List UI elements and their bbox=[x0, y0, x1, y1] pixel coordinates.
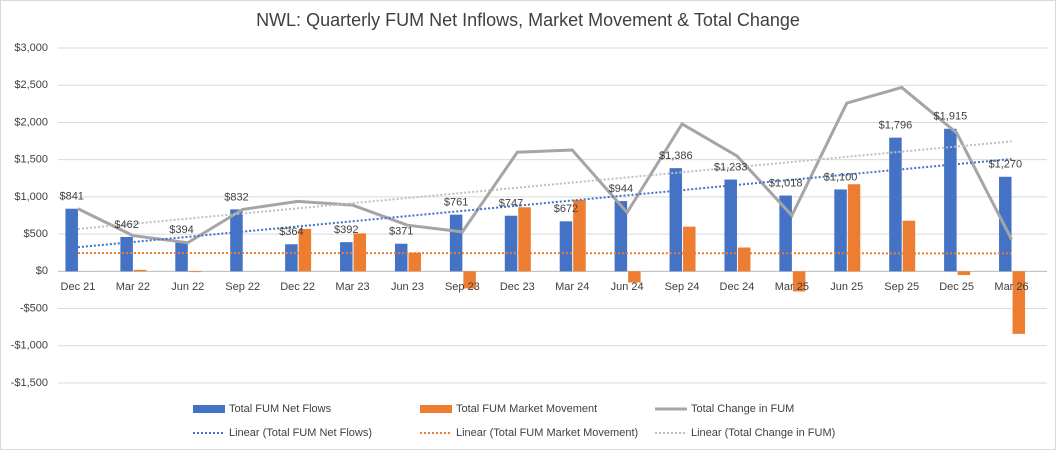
x-tick-label: Sep 23 bbox=[445, 281, 480, 293]
bar bbox=[133, 269, 147, 272]
bar bbox=[65, 208, 78, 272]
x-tick-label: Dec 24 bbox=[720, 281, 755, 293]
data-label: $1,270 bbox=[988, 159, 1022, 171]
bar bbox=[285, 244, 298, 272]
x-tick-label: Dec 23 bbox=[500, 281, 535, 293]
data-label: $1,386 bbox=[659, 150, 693, 162]
bar bbox=[889, 137, 902, 272]
legend-label: Total FUM Market Movement bbox=[456, 403, 597, 415]
data-label: $1,100 bbox=[824, 171, 858, 183]
data-label: $944 bbox=[609, 183, 633, 195]
bar bbox=[188, 271, 202, 273]
y-tick-label: $1,500 bbox=[14, 154, 48, 166]
y-tick-label: $2,000 bbox=[14, 116, 48, 128]
x-tick-label: Sep 22 bbox=[225, 281, 260, 293]
data-label: $747 bbox=[499, 198, 523, 210]
bar bbox=[669, 168, 683, 272]
data-label: $832 bbox=[224, 191, 248, 203]
x-tick-label: Jun 24 bbox=[611, 281, 644, 293]
bar bbox=[792, 271, 806, 292]
x-tick-label: Dec 22 bbox=[280, 281, 315, 293]
trendline bbox=[77, 157, 1012, 249]
bar bbox=[394, 243, 408, 272]
y-tick-label: $500 bbox=[24, 228, 48, 240]
x-tick-label: Jun 22 bbox=[171, 281, 204, 293]
bar bbox=[834, 189, 847, 272]
bar bbox=[628, 271, 641, 283]
bar bbox=[340, 242, 353, 272]
bar bbox=[902, 220, 916, 272]
x-tick-label: Mar 23 bbox=[335, 281, 369, 293]
data-label: $462 bbox=[114, 219, 138, 231]
bar bbox=[683, 226, 696, 272]
bar bbox=[463, 271, 476, 289]
legend-swatch bbox=[193, 405, 225, 413]
y-tick-label: $3,000 bbox=[14, 42, 48, 54]
x-tick-label: Mar 24 bbox=[555, 281, 589, 293]
x-tick-label: Mar 22 bbox=[116, 281, 150, 293]
legend-label: Linear (Total FUM Market Movement) bbox=[456, 427, 638, 439]
bar bbox=[504, 215, 518, 272]
bar bbox=[847, 184, 861, 272]
legend-label: Linear (Total Change in FUM) bbox=[691, 427, 835, 439]
x-tick-label: Sep 24 bbox=[665, 281, 700, 293]
data-label: $371 bbox=[389, 226, 413, 238]
data-label: $394 bbox=[169, 224, 193, 236]
bar bbox=[120, 236, 133, 272]
bar bbox=[724, 179, 737, 272]
trendline bbox=[77, 140, 1012, 230]
bar bbox=[298, 228, 312, 272]
bar bbox=[737, 247, 751, 272]
x-tick-label: Mar 25 bbox=[775, 281, 809, 293]
x-tick-label: Jun 23 bbox=[391, 281, 424, 293]
legend-label: Total Change in FUM bbox=[691, 403, 794, 415]
data-label: $1,233 bbox=[714, 161, 748, 173]
x-tick-label: Dec 25 bbox=[939, 281, 974, 293]
data-label: $1,796 bbox=[879, 120, 913, 132]
x-tick-label: Mar 26 bbox=[994, 281, 1028, 293]
bar bbox=[449, 214, 463, 272]
y-tick-label: -$1,500 bbox=[11, 377, 48, 389]
y-tick-label: -$500 bbox=[20, 302, 48, 314]
data-label: $364 bbox=[279, 226, 303, 238]
bar bbox=[408, 252, 421, 272]
bar bbox=[944, 128, 957, 272]
data-label: $841 bbox=[59, 191, 83, 203]
bar bbox=[559, 221, 573, 272]
data-label: $1,018 bbox=[769, 177, 803, 189]
x-tick-label: Dec 21 bbox=[61, 281, 96, 293]
data-label: $392 bbox=[334, 224, 358, 236]
bar bbox=[1012, 271, 1026, 334]
data-label: $761 bbox=[444, 197, 468, 209]
chart-title: NWL: Quarterly FUM Net Inflows, Market M… bbox=[256, 10, 800, 30]
y-tick-label: $0 bbox=[36, 265, 48, 277]
bar bbox=[614, 201, 628, 272]
y-tick-label: $1,000 bbox=[14, 191, 48, 203]
legend-label: Linear (Total FUM Net Flows) bbox=[229, 427, 372, 439]
legend-swatch bbox=[420, 405, 452, 413]
y-tick-label: -$1,000 bbox=[11, 340, 48, 352]
x-tick-label: Jun 25 bbox=[830, 281, 863, 293]
bar bbox=[175, 242, 188, 272]
bar bbox=[230, 209, 243, 272]
bar bbox=[957, 271, 971, 276]
legend-label: Total FUM Net Flows bbox=[229, 403, 332, 415]
bar bbox=[518, 207, 531, 272]
data-label: $1,915 bbox=[934, 111, 968, 123]
x-tick-label: Sep 25 bbox=[884, 281, 919, 293]
y-tick-label: $2,500 bbox=[14, 79, 48, 91]
data-label: $672 bbox=[554, 203, 578, 215]
